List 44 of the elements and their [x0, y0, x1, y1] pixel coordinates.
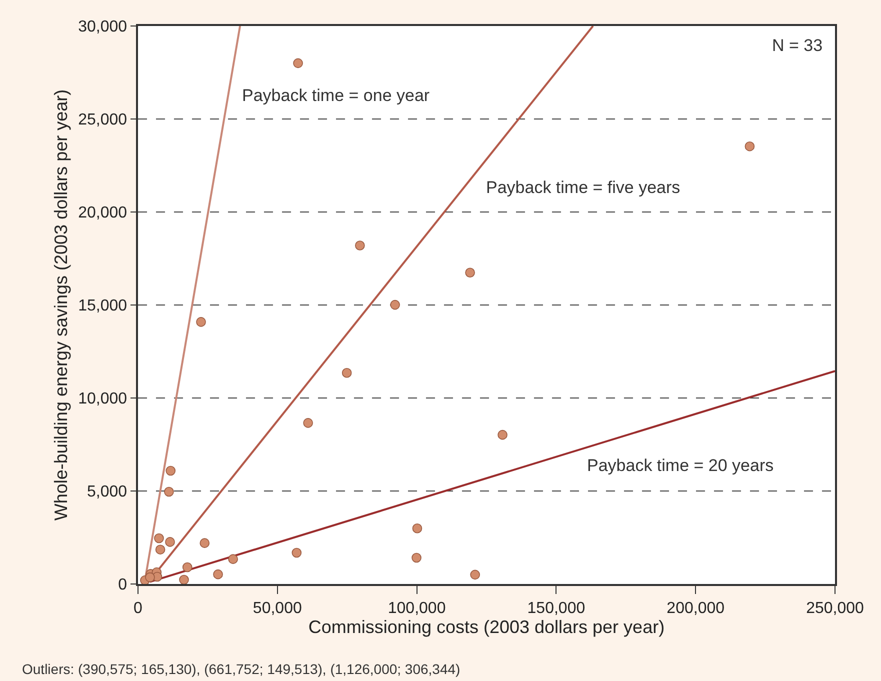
y-tick-label: 15,000 — [78, 298, 128, 315]
point — [342, 368, 352, 378]
point — [412, 552, 422, 563]
x-tick-label: 50,000 — [252, 600, 302, 617]
annotation: N = 33 — [772, 36, 823, 55]
point — [355, 240, 365, 250]
y-tick-label: 5,000 — [87, 484, 128, 501]
point — [498, 430, 508, 440]
annotation: Payback time = five years — [486, 178, 680, 197]
point — [470, 570, 480, 580]
point — [213, 569, 223, 580]
x-tick-label: 100,000 — [388, 600, 446, 617]
y-tick-label: 20,000 — [78, 204, 128, 222]
point — [196, 317, 206, 327]
point — [390, 300, 400, 310]
text: Outliers: (390,575; 165,130), (661,752; 149,513), (1,126,000; 306,344) — [22, 661, 460, 677]
point — [744, 141, 755, 152]
point — [303, 418, 313, 428]
y-tick-label: 10,000 — [78, 390, 128, 408]
point — [164, 486, 174, 497]
point — [165, 537, 175, 547]
y-tick-label: 25,000 — [78, 112, 128, 129]
x-tick-label: 200,000 — [666, 600, 725, 617]
point — [166, 466, 176, 476]
annotation: Payback time = 20 years — [587, 456, 774, 475]
y-axis-title: Whole-building energy savings (2003 dollars per year) — [50, 89, 71, 521]
point — [465, 268, 475, 278]
x-axis-title: Commissioning costs (2003 dollars per year) — [308, 616, 665, 637]
annotation: Payback time = one year — [242, 86, 430, 105]
point — [155, 544, 166, 554]
point — [182, 562, 192, 572]
y-tick-label: 0 — [118, 576, 128, 594]
point — [154, 533, 164, 544]
x-tick-label: 150,000 — [527, 600, 586, 617]
point — [293, 58, 303, 68]
x-tick-label: 250,000 — [806, 600, 864, 617]
point — [200, 538, 210, 548]
point — [412, 523, 422, 534]
y-tick-label: 30,000 — [78, 18, 128, 36]
x-tick-label: 0 — [134, 600, 143, 617]
point — [179, 574, 189, 584]
point — [292, 548, 302, 558]
point — [228, 554, 238, 564]
point — [145, 572, 155, 582]
